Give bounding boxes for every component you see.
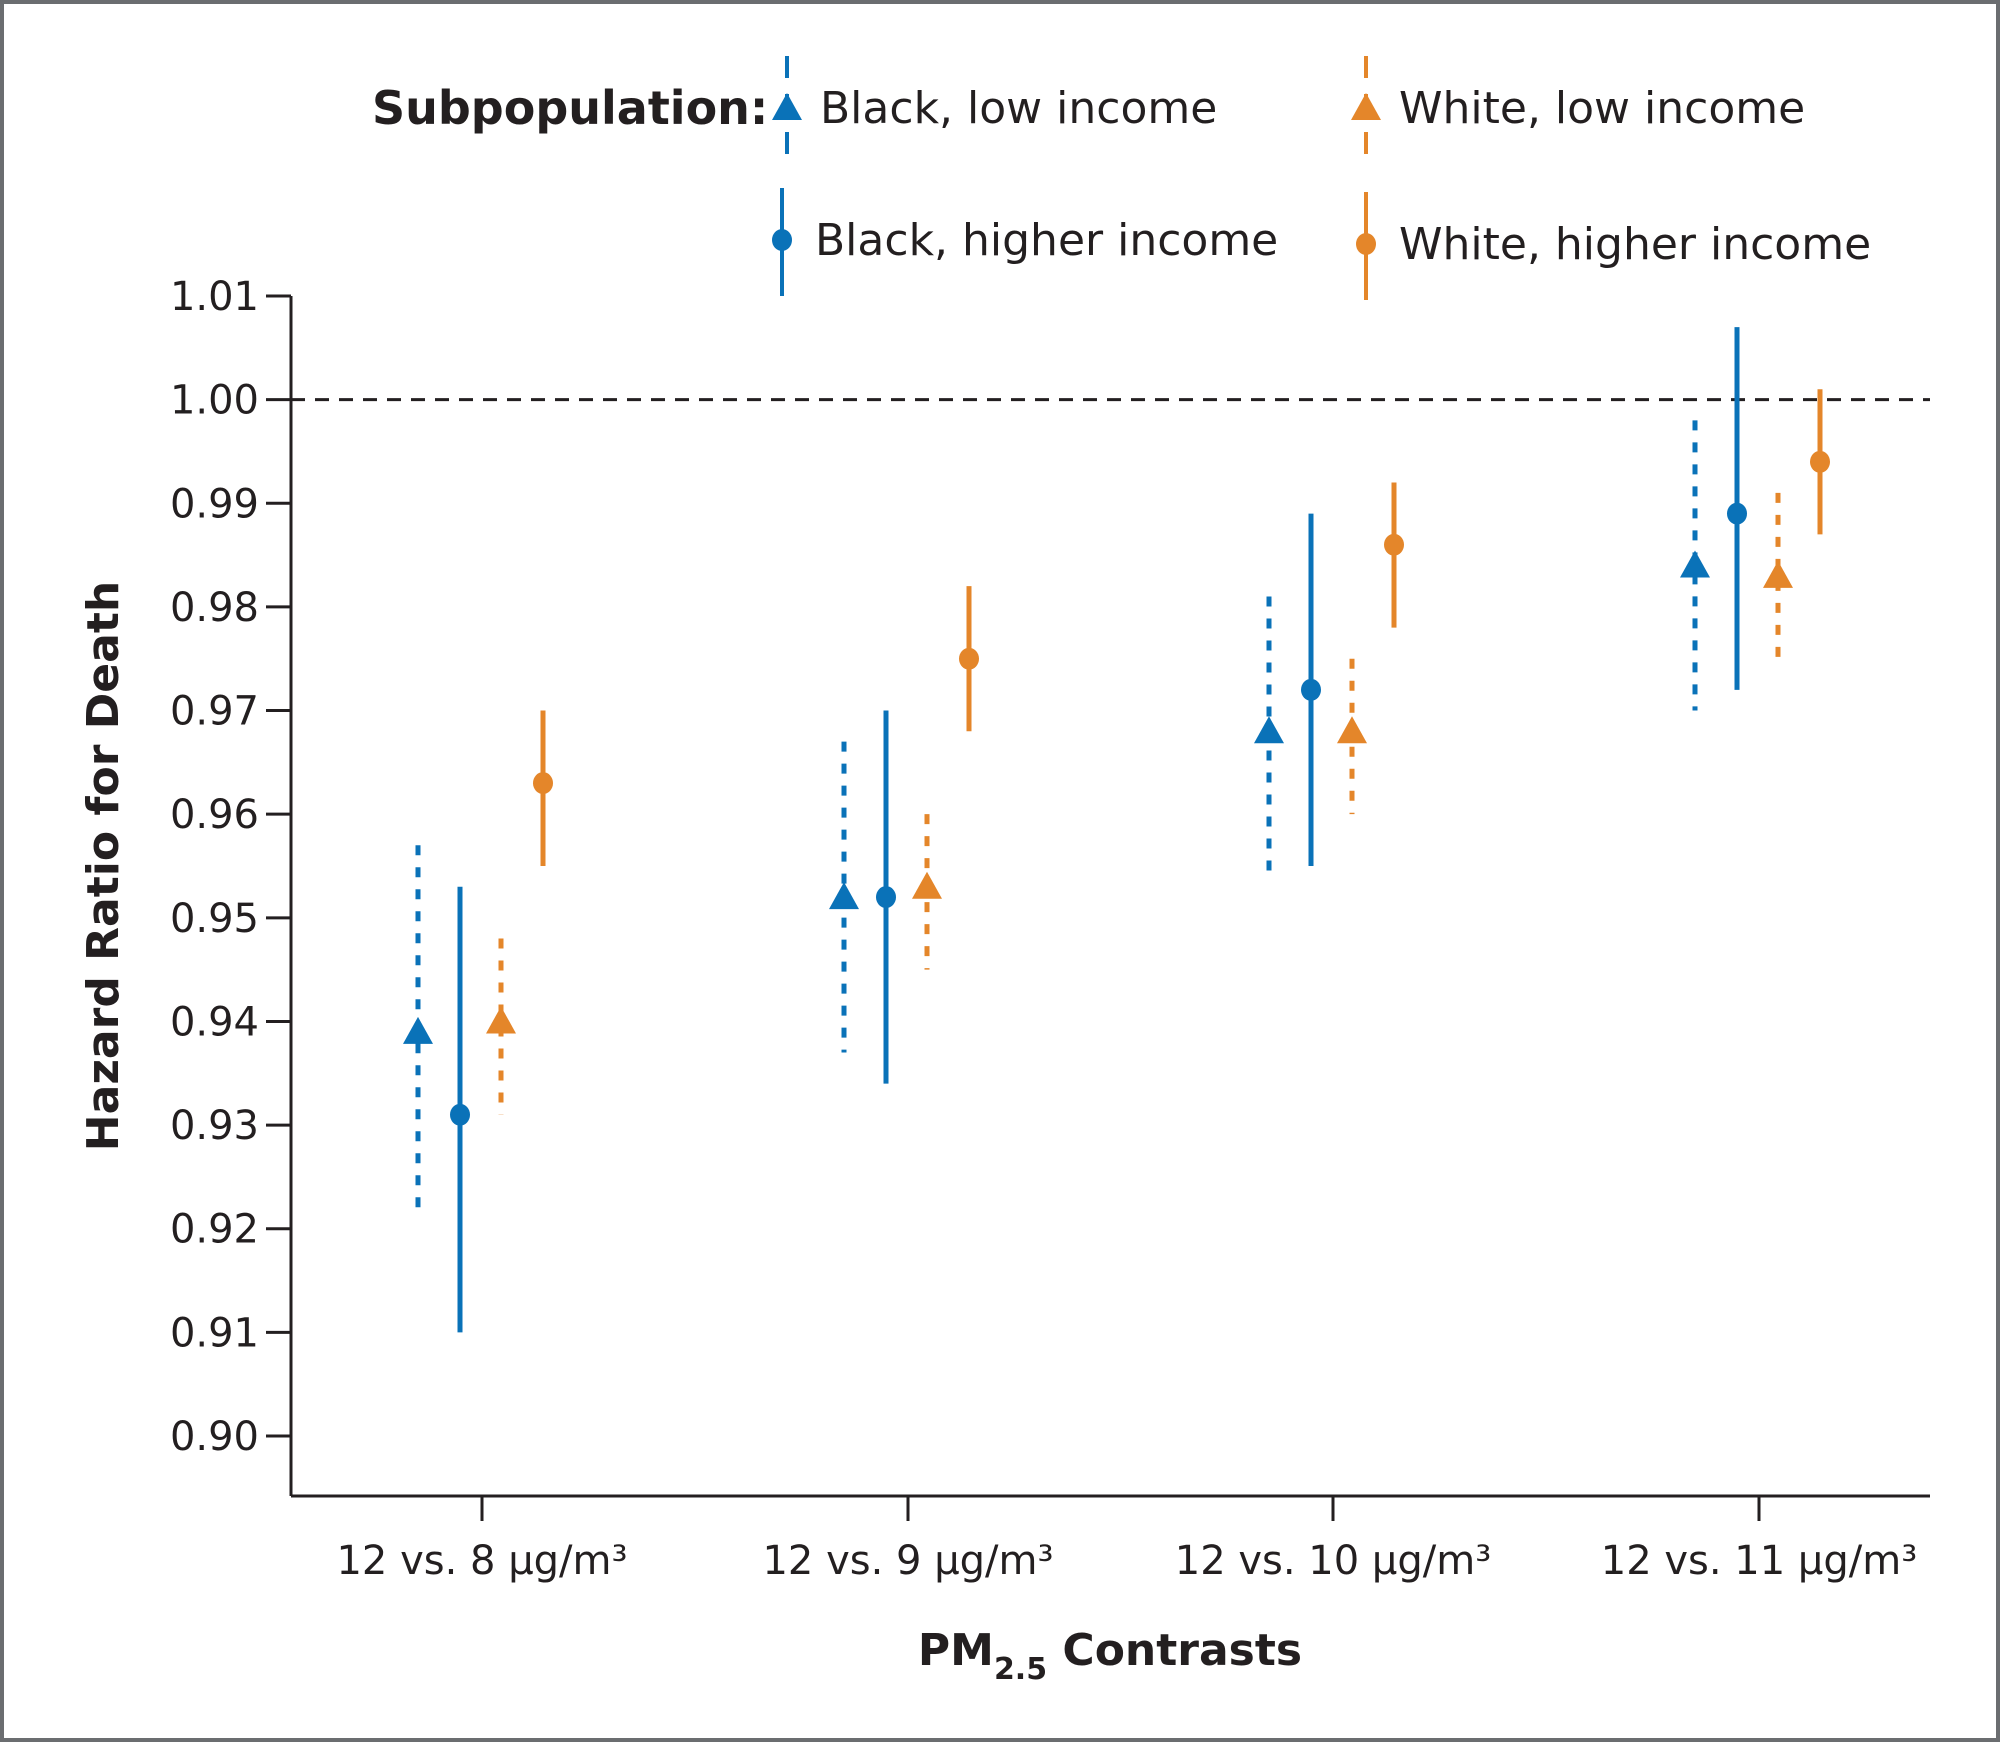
legend-label: Black, low income — [820, 83, 1217, 134]
data-point — [1254, 716, 1284, 744]
legend: Subpopulation: Black, low income Black, h… — [372, 56, 1871, 300]
data-point — [533, 772, 553, 795]
legend-triangle-icon — [1351, 93, 1381, 120]
data-point — [959, 647, 979, 670]
y-tick-label: 0.94 — [170, 999, 259, 1045]
data-point — [403, 1016, 433, 1044]
x-tick-label: 12 vs. 8 μg/m³ — [336, 1538, 627, 1584]
data-point — [1301, 678, 1321, 701]
x-tick-label: 12 vs. 10 μg/m³ — [1175, 1538, 1491, 1584]
legend-label: White, higher income — [1399, 219, 1871, 270]
legend-item: Black, higher income — [772, 188, 1278, 296]
x-axis-title: PM2.5 Contrasts — [918, 1625, 1302, 1687]
data-point — [450, 1103, 470, 1126]
y-tick-label: 0.95 — [170, 896, 259, 942]
y-axis-title: Hazard Ratio for Death — [78, 581, 129, 1151]
y-tick-label: 0.99 — [170, 481, 259, 527]
series-white-higher-income — [533, 389, 1830, 866]
y-tick-label: 1.01 — [170, 274, 259, 320]
series-black-higher-income — [450, 327, 1747, 1333]
legend-circle-icon — [1356, 233, 1376, 255]
data-point — [876, 886, 896, 909]
data-point — [829, 882, 859, 910]
legend-title: Subpopulation: — [372, 81, 768, 135]
x-axis-title-main: PM — [918, 1625, 994, 1676]
y-tick-label: 0.91 — [170, 1310, 259, 1356]
data-point — [1337, 716, 1367, 744]
y-tick-label: 0.98 — [170, 585, 259, 631]
legend-label: White, low income — [1399, 83, 1805, 134]
series-black-low-income — [403, 420, 1710, 1219]
data-point — [1727, 502, 1747, 525]
x-axis-title-subscript: 2.5 — [994, 1652, 1047, 1687]
legend-label: Black, higher income — [815, 215, 1278, 266]
data-point — [1763, 560, 1793, 588]
y-tick-label: 0.92 — [170, 1207, 259, 1253]
data-point — [912, 871, 942, 899]
y-tick-label: 0.97 — [170, 689, 259, 735]
data-marks — [403, 327, 1830, 1333]
legend-triangle-icon — [772, 93, 802, 120]
x-tick-label: 12 vs. 11 μg/m³ — [1601, 1538, 1917, 1584]
y-tick-label: 0.96 — [170, 792, 259, 838]
data-point — [1680, 550, 1710, 578]
x-tick-label: 12 vs. 9 μg/m³ — [762, 1538, 1053, 1584]
data-point — [1384, 533, 1404, 556]
legend-item: Black, low income — [772, 56, 1217, 164]
y-tick-label: 0.90 — [170, 1414, 259, 1460]
x-axis-title-rest: Contrasts — [1047, 1625, 1302, 1676]
y-tick-label: 1.00 — [170, 378, 259, 424]
legend-circle-icon — [772, 229, 792, 251]
data-point — [1810, 450, 1830, 473]
series-white-low-income — [486, 492, 1793, 1115]
axes: 0.90 0.91 0.92 0.93 0.94 0.95 0.96 0.97 0.98 0.99… — [170, 274, 1930, 1584]
legend-item: White, low income — [1351, 56, 1805, 164]
y-tick-label: 0.93 — [170, 1103, 259, 1149]
legend-item: White, higher income — [1356, 192, 1871, 300]
data-point — [486, 1006, 516, 1034]
